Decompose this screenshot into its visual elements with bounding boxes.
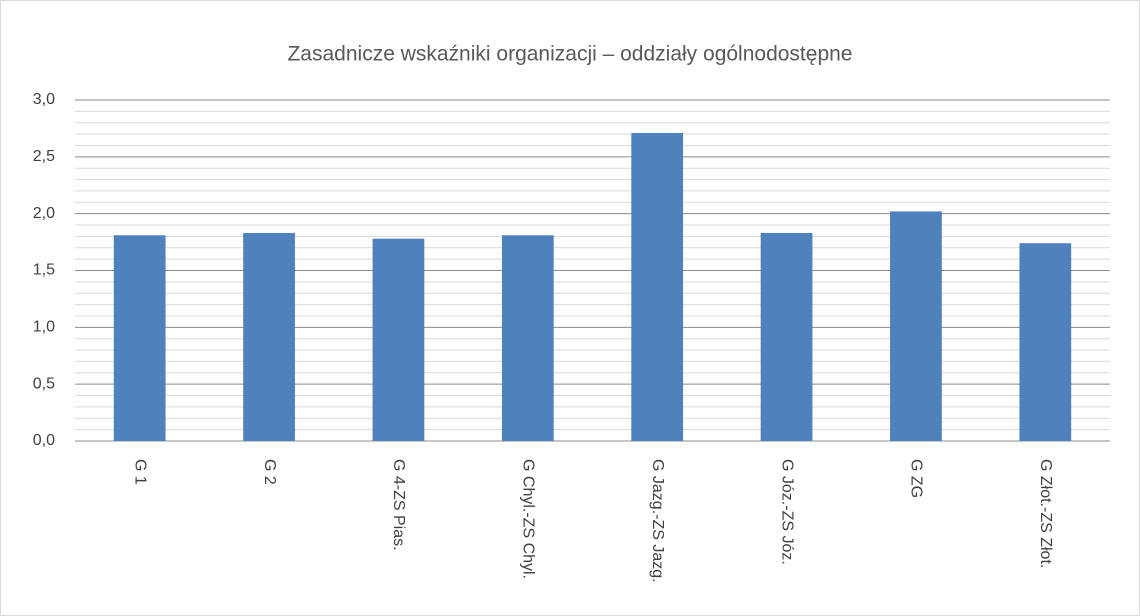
bar	[631, 132, 684, 442]
y-tick-label: 1,0	[33, 319, 55, 336]
bar	[890, 211, 942, 441]
y-tick-label: 0,0	[33, 432, 55, 449]
y-tick-label: 0,5	[33, 375, 55, 392]
y-tick-label: 3,0	[33, 91, 55, 108]
bar	[243, 232, 295, 441]
x-tick-label: G Jazg.-ZS Jazg.	[649, 459, 666, 583]
x-tick-label: G Złot.-ZS Złot.	[1037, 459, 1054, 568]
x-tick-label: G Józ.-ZS Józ.	[778, 459, 795, 565]
bar	[1019, 243, 1072, 441]
y-tick-label: 2,0	[33, 205, 55, 222]
bar	[372, 238, 425, 441]
x-tick-label: G 1	[131, 459, 148, 485]
bar	[501, 235, 554, 441]
y-tick-label: 2,5	[33, 148, 55, 165]
bar	[113, 235, 166, 441]
chart-title: Zasadnicze wskaźniki organizacji – oddzi…	[287, 43, 852, 66]
x-tick-label: G 2	[261, 459, 278, 485]
x-tick-label: G Chyl.-ZS Chyl.	[520, 459, 537, 579]
bar	[760, 232, 813, 441]
x-tick-label: G ZG	[908, 459, 925, 498]
x-tick-label: G 4-ZS Pias.	[390, 459, 407, 551]
y-tick-label: 1,5	[33, 262, 55, 279]
